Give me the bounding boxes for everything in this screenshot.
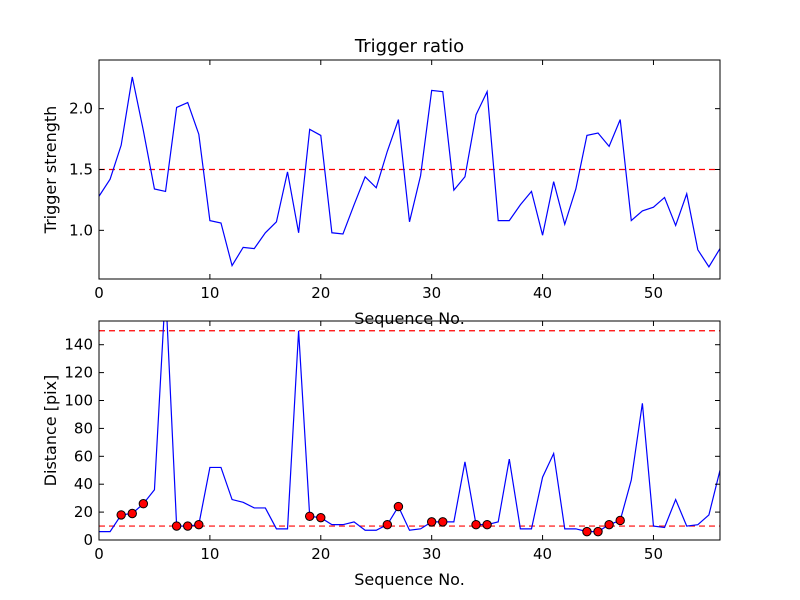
- data-point: [593, 526, 603, 537]
- x-tick-label: 20: [311, 284, 330, 302]
- x-axis-label: Sequence No.: [354, 570, 465, 589]
- data-point: [316, 512, 326, 523]
- data-point: [171, 521, 182, 531]
- plot-area: [99, 321, 720, 537]
- data-point: [582, 526, 592, 537]
- data-point: [604, 519, 614, 530]
- y-tick-label: 40: [74, 475, 93, 493]
- data-point: [127, 508, 137, 519]
- x-tick-label: 30: [422, 284, 441, 302]
- y-tick-label: 1.5: [69, 161, 93, 179]
- x-tick-label: 50: [644, 545, 663, 563]
- x-tick-label: 10: [200, 284, 219, 302]
- y-tick-label: 120: [64, 364, 93, 382]
- data-point: [426, 517, 437, 527]
- x-tick-label: 20: [311, 545, 330, 563]
- data-point: [471, 519, 481, 530]
- y-tick-label: 2.0: [69, 100, 93, 118]
- data-point: [304, 511, 315, 521]
- y-axis-label: Trigger strength: [41, 106, 60, 235]
- series-line: [99, 76, 720, 268]
- y-tick-label: 60: [74, 447, 93, 465]
- x-tick-label: 0: [94, 284, 104, 302]
- axes-frame: [98, 320, 721, 541]
- data-point: [615, 515, 625, 526]
- data-point: [183, 521, 193, 531]
- y-tick-label: 20: [74, 503, 93, 521]
- y-tick-label: 80: [74, 419, 93, 437]
- trigger-ratio-plot: 0 10 20 30 40 50 1.0 1.5 2.0 Trigger ratio Sequenc…: [41, 36, 721, 328]
- x-tick-label: 30: [422, 545, 441, 563]
- y-tick-label: 0: [83, 531, 93, 549]
- x-tick-label: 50: [644, 284, 663, 302]
- x-tick-label: 40: [533, 545, 552, 563]
- y-tick-label: 100: [64, 392, 93, 410]
- y-tick-label: 140: [64, 336, 93, 354]
- y-axis-label: Distance [pix]: [41, 375, 60, 487]
- y-tick-label: 1.0: [69, 221, 93, 239]
- data-point: [393, 501, 404, 512]
- data-point: [482, 519, 492, 530]
- data-point: [438, 517, 448, 527]
- x-tick-label: 10: [200, 545, 219, 563]
- x-tick-label: 0: [94, 545, 104, 563]
- x-axis-label: Sequence No.: [354, 309, 465, 328]
- x-tick-label: 40: [533, 284, 552, 302]
- distance-plot: 0 10 20 30 40 50 0 20 40 60 80 100 120 140 Sequence No…: [41, 320, 721, 589]
- data-point: [116, 510, 126, 520]
- plot-area: [99, 76, 720, 268]
- data-point: [194, 519, 204, 530]
- chart-title: Trigger ratio: [354, 36, 464, 57]
- data-point: [382, 519, 393, 530]
- data-point: [138, 499, 149, 509]
